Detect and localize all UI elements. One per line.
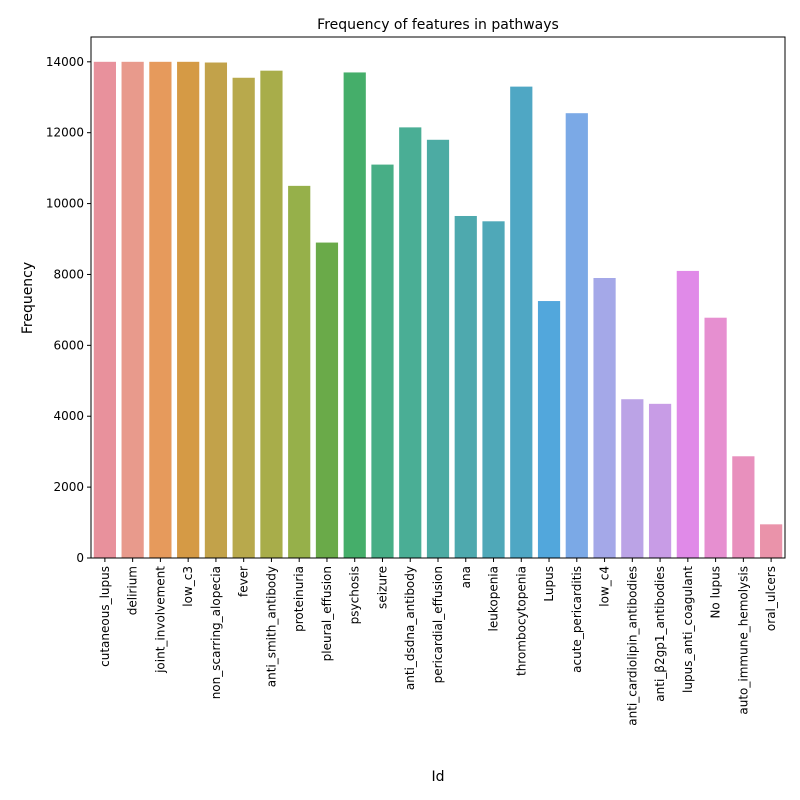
- x-tick-label: delirium: [126, 566, 140, 615]
- x-tick-label: thrombocytopenia: [514, 566, 528, 676]
- bar-lupus_anti_coagulant: [676, 270, 699, 558]
- x-tick-label: auto_immune_hemolysis: [736, 566, 750, 715]
- bar-leukopenia: [482, 221, 505, 558]
- x-tick-label: anti_cardiolipin_antibodies: [625, 566, 639, 726]
- bar-ana: [454, 215, 477, 559]
- bar-anti_smith_antibody: [260, 70, 283, 558]
- x-axis-title: Id: [431, 769, 444, 785]
- x-tick-label: ana: [459, 566, 473, 588]
- y-axis-title: Frequency: [20, 262, 36, 334]
- x-tick-label: lupus_anti_coagulant: [681, 566, 695, 693]
- bar-acute_pericarditis: [565, 113, 588, 558]
- y-tick-label: 0: [76, 551, 84, 565]
- x-tick-label: low_c3: [181, 566, 195, 607]
- y-tick-label: 10000: [46, 197, 84, 211]
- plot-frame: [90, 36, 786, 559]
- bars: [93, 61, 783, 559]
- x-tick-label: Lupus: [542, 566, 556, 602]
- x-tick-label: anti_smith_antibody: [264, 566, 278, 687]
- x-tick-label: pleural_effusion: [320, 566, 334, 661]
- x-tick-label: No lupus: [709, 566, 723, 619]
- bar-lupus: [537, 301, 561, 558]
- x-tick-label: proteinuria: [292, 566, 306, 632]
- x-tick-label: pericardial_effusion: [431, 566, 445, 683]
- x-tick-label: psychosis: [348, 566, 362, 624]
- x-tick-label: acute_pericarditis: [570, 566, 584, 673]
- x-tick-label: oral_ulcers: [764, 566, 778, 631]
- bar-joint_involvement: [149, 61, 172, 559]
- bar-proteinuria: [288, 185, 311, 558]
- chart-title: Frequency of features in pathways: [317, 17, 559, 33]
- x-tick-label: non_scarring_alopecia: [209, 566, 223, 699]
- x-axis: cutaneous_lupus delirium joint_involvement…: [98, 558, 778, 726]
- bar-cutaneous_lupus: [93, 61, 116, 559]
- x-tick-label: anti_β2gp1_antibodies: [653, 566, 667, 702]
- bar-anti_cardiolipin_antibodies: [621, 399, 644, 558]
- bar-delirium: [121, 61, 144, 559]
- bar-fever: [232, 77, 255, 558]
- y-tick-label: 12000: [46, 126, 84, 140]
- bar-pericardial_effusion: [426, 139, 450, 558]
- bar-low_c3: [177, 61, 200, 559]
- y-tick-label: 4000: [53, 409, 84, 423]
- bar-thrombocytopenia: [510, 86, 533, 558]
- bar-non_scarring_alopecia: [204, 62, 228, 558]
- x-tick-label: cutaneous_lupus: [98, 566, 112, 667]
- x-tick-label: low_c4: [598, 566, 612, 607]
- x-tick-label: joint_involvement: [153, 566, 167, 674]
- y-tick-label: 14000: [46, 55, 84, 69]
- x-tick-label: anti_dsdna_antibody: [403, 566, 417, 690]
- x-tick-label: leukopenia: [487, 566, 501, 631]
- bar-oral_ulcers: [760, 524, 783, 558]
- bar-seizure: [371, 164, 394, 558]
- y-tick-label: 2000: [53, 480, 84, 494]
- bar-no-lupus: [704, 317, 727, 558]
- bar-auto_immune_hemolysis: [732, 456, 755, 558]
- y-tick-label: 8000: [53, 267, 84, 281]
- bar-pleural_effusion: [315, 242, 339, 558]
- bar-low_c4: [593, 278, 616, 558]
- bar-anti_dsdna_antibody: [399, 127, 422, 558]
- x-tick-label: fever: [237, 566, 251, 597]
- y-tick-label: 6000: [53, 338, 84, 352]
- y-axis: 0 2000 4000 6000 8000 10000 12000 14000: [46, 55, 91, 565]
- bar-anti_β2gp1_antibodies: [648, 403, 672, 558]
- bar-psychosis: [343, 72, 366, 559]
- x-tick-label: seizure: [375, 566, 389, 609]
